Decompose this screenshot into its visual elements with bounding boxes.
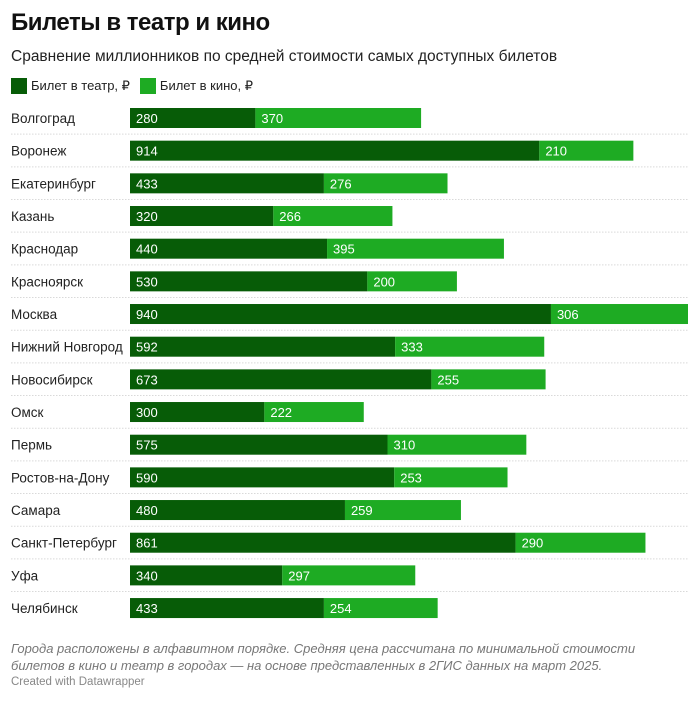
value-label-cinema: 266	[279, 209, 301, 224]
bar-theatre	[130, 565, 283, 586]
value-label-theatre: 320	[136, 209, 158, 224]
category-label: Челябинск	[11, 601, 78, 616]
value-label-cinema: 395	[333, 242, 355, 257]
category-label: Москва	[11, 307, 58, 322]
value-label-theatre: 480	[136, 503, 158, 518]
value-label-cinema: 222	[270, 405, 292, 420]
legend-item-theatre: Билет в театр, ₽	[11, 78, 130, 94]
bar-cinema	[550, 304, 688, 325]
bar-theatre	[130, 336, 396, 357]
legend-label-theatre: Билет в театр, ₽	[31, 78, 130, 93]
bar-theatre	[130, 304, 551, 325]
datawrapper-credit: Created with Datawrapper	[11, 676, 145, 688]
legend-label-cinema: Билет в кино, ₽	[159, 78, 254, 93]
category-label: Самара	[11, 503, 61, 518]
bar-theatre	[130, 206, 274, 227]
legend-swatch-theatre	[11, 78, 27, 94]
value-label-theatre: 575	[136, 438, 158, 453]
bar-cinema	[273, 206, 393, 227]
value-label-cinema: 259	[351, 503, 373, 518]
category-label: Красноярск	[11, 274, 83, 289]
value-label-theatre: 433	[136, 601, 158, 616]
category-label: Воронеж	[11, 144, 66, 159]
category-label: Уфа	[11, 568, 39, 583]
value-label-theatre: 590	[136, 470, 158, 485]
bar-cinema	[282, 565, 416, 586]
value-label-theatre: 861	[136, 536, 158, 551]
bar-theatre	[130, 271, 368, 292]
value-label-theatre: 673	[136, 372, 158, 387]
value-label-cinema: 200	[373, 274, 395, 289]
category-label: Краснодар	[11, 242, 78, 257]
value-label-cinema: 370	[261, 111, 283, 126]
bar-cinema	[367, 271, 457, 292]
bar-theatre	[130, 369, 432, 390]
bar-cinema	[387, 434, 527, 455]
category-label: Новосибирск	[11, 372, 93, 387]
bar-cinema	[515, 532, 646, 553]
bar-cinema	[344, 500, 461, 521]
value-label-cinema: 290	[522, 536, 544, 551]
bar-theatre	[130, 434, 388, 455]
value-label-cinema: 253	[400, 470, 422, 485]
legend-swatch-cinema	[139, 78, 156, 94]
bar-theatre	[130, 532, 516, 553]
bar-cinema	[327, 238, 504, 259]
bar-cinema	[323, 173, 448, 194]
value-label-theatre: 914	[136, 144, 158, 159]
category-label: Волгоград	[11, 111, 75, 126]
legend: Билет в театр, ₽ Билет в кино, ₽	[11, 78, 263, 94]
value-label-cinema: 255	[437, 372, 459, 387]
value-label-cinema: 306	[557, 307, 579, 322]
bar-theatre	[130, 108, 256, 128]
value-label-cinema: 210	[545, 144, 567, 159]
category-label: Ростов-на-Дону	[11, 470, 110, 485]
bar-theatre	[130, 467, 395, 488]
bar-cinema	[431, 369, 546, 390]
value-label-cinema: 297	[288, 568, 310, 583]
bar-chart: Волгоград 280 370 Воронеж 914 210 Екатеринбург…	[11, 108, 689, 619]
value-label-theatre: 440	[136, 242, 158, 257]
value-label-theatre: 592	[136, 340, 158, 355]
value-label-theatre: 530	[136, 274, 158, 289]
value-label-cinema: 310	[394, 438, 416, 453]
bar-theatre	[130, 500, 345, 521]
value-label-theatre: 280	[136, 111, 158, 126]
category-label: Санкт-Петербург	[11, 536, 117, 551]
value-label-theatre: 940	[136, 307, 158, 322]
category-label: Нижний Новгород	[11, 340, 123, 355]
value-label-cinema: 254	[330, 601, 352, 616]
category-label: Пермь	[11, 438, 52, 453]
bar-theatre	[130, 173, 324, 194]
bar-cinema	[323, 598, 438, 619]
bar-theatre	[130, 140, 540, 161]
bar-theatre	[130, 598, 324, 619]
value-label-cinema: 333	[401, 340, 423, 355]
bar-cinema	[395, 336, 545, 357]
chart-title: Билеты в театр и кино	[11, 9, 270, 36]
chart-notes: Города расположены в алфавитном порядке.…	[11, 641, 636, 673]
bar-cinema	[264, 402, 364, 423]
value-label-theatre: 340	[136, 568, 158, 583]
value-label-theatre: 300	[136, 405, 158, 420]
value-label-cinema: 276	[330, 176, 352, 191]
category-label: Екатеринбург	[11, 176, 96, 191]
bar-theatre	[130, 402, 265, 423]
bar-cinema	[539, 140, 634, 161]
bar-cinema	[255, 108, 422, 128]
category-label: Казань	[11, 209, 54, 224]
chart-subtitle: Сравнение миллионников по средней стоимо…	[11, 48, 558, 65]
category-label: Омск	[11, 405, 44, 420]
bar-cinema	[394, 467, 508, 488]
bar-theatre	[130, 238, 328, 259]
legend-item-cinema: Билет в кино, ₽	[139, 78, 254, 94]
value-label-theatre: 433	[136, 176, 158, 191]
